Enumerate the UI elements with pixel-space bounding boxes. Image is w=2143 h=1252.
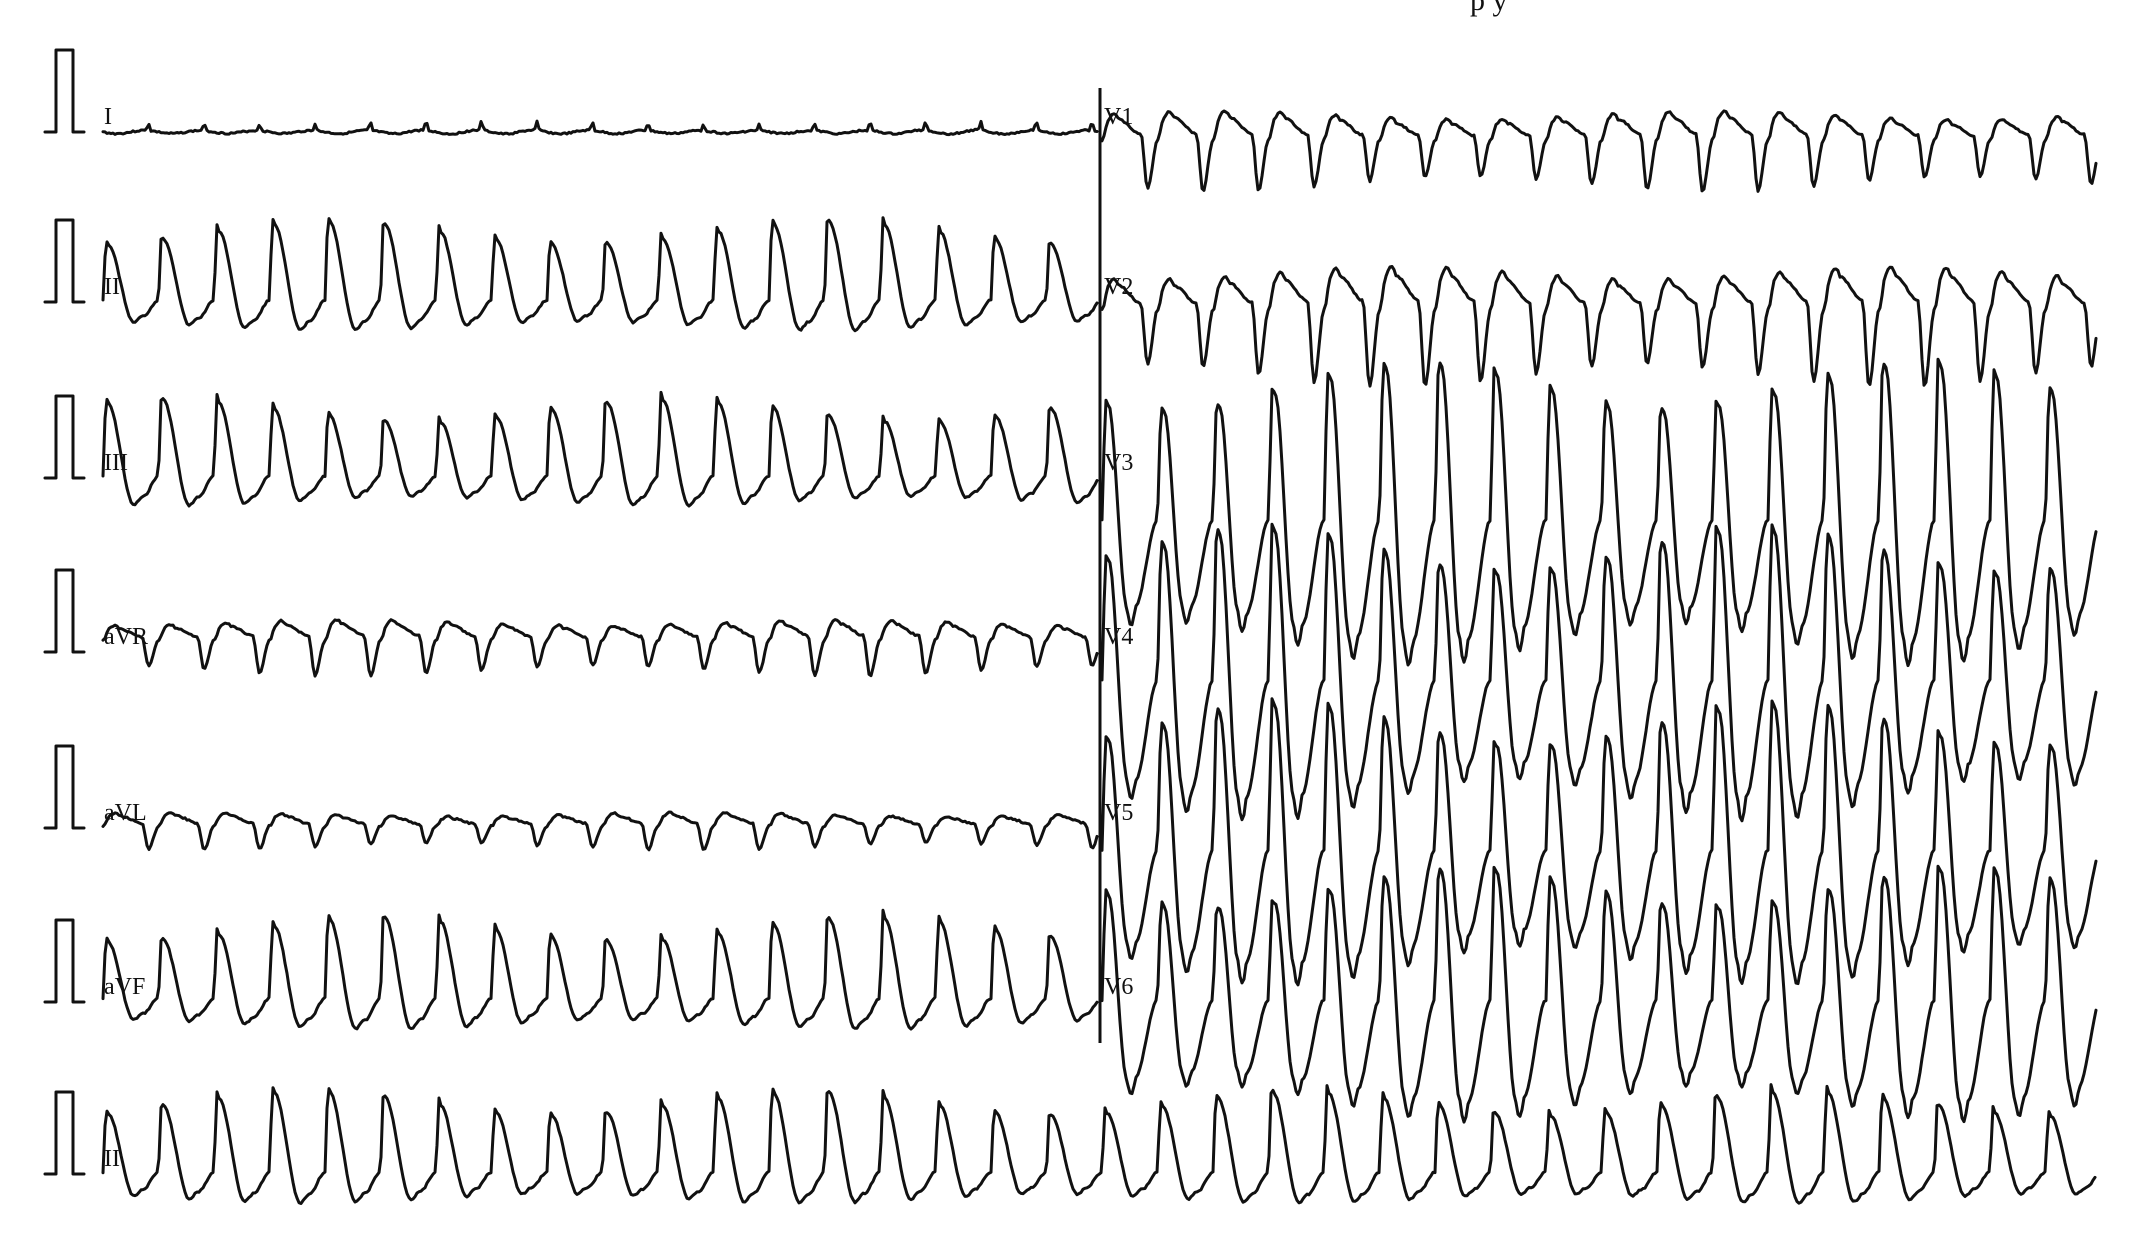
trace-V1 [1100,109,2098,193]
calibration-pulse-3 [43,394,86,480]
trace-aVF [101,908,1099,1031]
trace-rhythm-II [101,1083,2097,1205]
calibration-pulses [43,48,86,1176]
lead-label-rhythm-II: II [104,1146,120,1172]
lead-label-I: I [104,104,112,130]
calibration-pulse-1 [43,48,86,134]
calibration-pulse-6 [43,918,86,1004]
lead-label-aVL: aVL [104,800,147,826]
lead-label-II: II [104,274,120,300]
trace-V6 [1100,864,2098,1124]
lead-label-V3: V3 [1104,450,1133,476]
lead-label-V5: V5 [1104,800,1133,826]
trace-aVL [101,810,1099,852]
calibration-pulse-2 [43,218,86,304]
lead-label-V1: V1 [1104,104,1133,130]
trace-III [101,390,1099,508]
calibration-pulse-7 [43,1090,86,1176]
trace-V3 [1100,357,2098,668]
lead-label-V2: V2 [1104,274,1133,300]
trace-II [101,216,1099,333]
trace-V5 [1100,697,2098,987]
lead-label-V4: V4 [1104,624,1133,650]
header-fragment-text: p y [1470,0,1508,17]
trace-aVR [101,618,1099,678]
lead-label-V6: V6 [1104,974,1133,1000]
lead-label-aVF: aVF [104,974,145,1000]
calibration-pulse-4 [43,568,86,654]
lead-label-aVR: aVR [104,624,148,650]
calibration-pulse-5 [43,744,86,830]
trace-V4 [1100,522,2098,823]
lead-label-III: III [104,450,128,476]
trace-I [101,119,1099,137]
trace-V2 [1100,265,2098,388]
ecg-waveforms [101,109,2098,1205]
